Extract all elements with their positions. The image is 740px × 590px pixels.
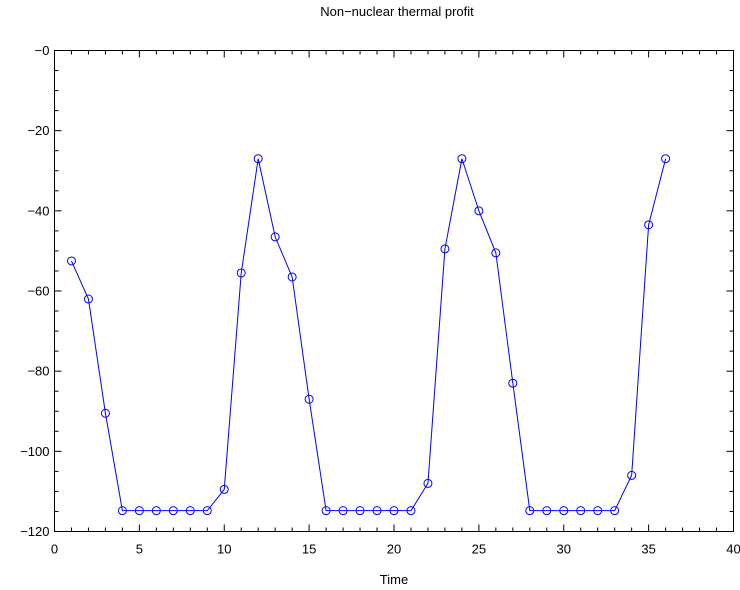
- data-point: [440, 244, 450, 254]
- data-point: [202, 506, 212, 516]
- x-tick-label: 25: [472, 542, 486, 557]
- data-point: [287, 272, 297, 282]
- y-tick-label: −20: [27, 123, 49, 138]
- data-point: [508, 378, 518, 388]
- y-tick-label: −60: [27, 284, 49, 299]
- data-point: [304, 394, 314, 404]
- y-tick-label: −0: [35, 43, 50, 58]
- data-point: [474, 206, 484, 216]
- series-line: [71, 158, 667, 512]
- data-point: [491, 248, 501, 258]
- data-point: [372, 506, 382, 516]
- data-point: [134, 506, 144, 516]
- data-point: [457, 154, 467, 164]
- x-tick-label: 20: [387, 542, 401, 557]
- plot-frame: [54, 50, 734, 532]
- data-point: [253, 154, 263, 164]
- x-tick-label: 30: [557, 542, 571, 557]
- x-tick-label: 15: [302, 542, 316, 557]
- data-point: [83, 294, 93, 304]
- data-point: [219, 484, 229, 494]
- data-point: [355, 506, 365, 516]
- y-tick-label: −40: [27, 203, 49, 218]
- x-tick-label: 35: [641, 542, 655, 557]
- data-point: [151, 506, 161, 516]
- chart-title: Non−nuclear thermal profit: [320, 4, 474, 19]
- data-point: [423, 478, 433, 488]
- data-point: [661, 154, 671, 164]
- data-point: [338, 506, 348, 516]
- data-point: [593, 506, 603, 516]
- y-tick-label: −100: [20, 444, 49, 459]
- data-point: [236, 268, 246, 278]
- data-point: [168, 506, 178, 516]
- data-point: [321, 506, 331, 516]
- series-layer: [66, 154, 671, 516]
- y-tick-label: −80: [27, 364, 49, 379]
- x-tick-label: 40: [726, 542, 740, 557]
- data-point: [576, 506, 586, 516]
- data-point: [559, 506, 569, 516]
- data-point: [610, 506, 620, 516]
- data-point: [270, 232, 280, 242]
- data-point: [542, 506, 552, 516]
- x-tick-label: 5: [136, 542, 143, 557]
- data-point: [525, 506, 535, 516]
- data-point: [644, 220, 654, 230]
- x-axis: 0 5 10 15 20 25 30 35 40: [51, 50, 740, 557]
- y-tick-label: −120: [20, 524, 49, 539]
- data-point: [100, 408, 110, 418]
- data-point: [185, 506, 195, 516]
- data-point: [389, 506, 399, 516]
- y-axis: −0 −20 −40 −60 −80 −100 −120: [20, 43, 734, 539]
- data-point: [627, 470, 637, 480]
- data-point: [406, 506, 416, 516]
- x-tick-label: 10: [217, 542, 231, 557]
- x-tick-label: 0: [51, 542, 58, 557]
- data-point: [117, 506, 127, 516]
- data-point: [66, 256, 76, 266]
- x-axis-label: Time: [380, 572, 408, 587]
